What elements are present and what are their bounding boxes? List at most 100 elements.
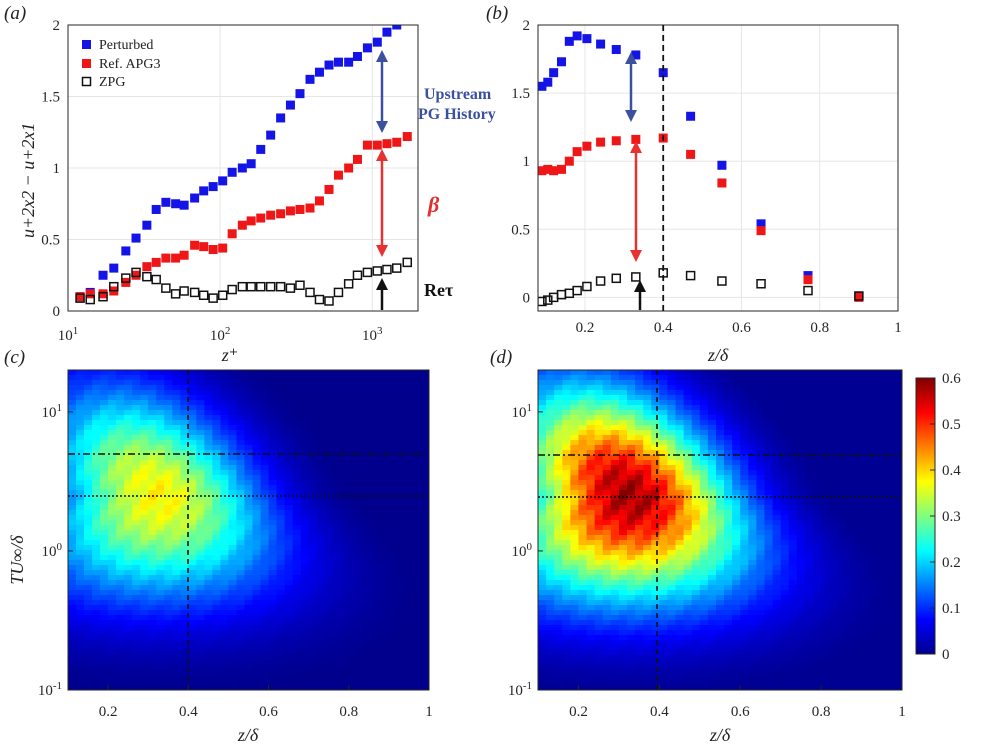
- heat-cell: [562, 385, 571, 391]
- heat-cell: [675, 485, 685, 491]
- heat-cell: [724, 425, 733, 431]
- heat-cell: [356, 610, 366, 616]
- heat-cell: [308, 395, 318, 401]
- heat-cell: [740, 450, 749, 456]
- heat-cell: [172, 660, 181, 666]
- heat-cell: [68, 685, 77, 690]
- heat-cell: [188, 625, 197, 631]
- heat-cell: [364, 430, 374, 436]
- heat-cell: [108, 420, 117, 426]
- heat-cell: [877, 525, 887, 531]
- heat-cell: [204, 610, 213, 616]
- panel-a-point-1: [256, 213, 266, 223]
- heat-cell: [100, 565, 109, 571]
- heat-cell: [300, 575, 310, 581]
- heat-cell: [220, 520, 230, 526]
- heat-cell: [420, 560, 429, 566]
- heat-cell: [348, 430, 358, 436]
- heat-cell: [68, 440, 77, 446]
- legend-apg3-marker: [82, 59, 91, 68]
- heat-cell: [780, 500, 790, 506]
- heat-cell: [748, 475, 757, 481]
- heat-cell: [837, 405, 846, 411]
- heat-cell: [68, 525, 77, 531]
- heat-cell: [340, 575, 350, 581]
- heat-cell: [212, 585, 222, 591]
- heat-cell: [586, 395, 596, 401]
- heat-cell: [788, 480, 798, 486]
- heat-cell: [837, 415, 846, 421]
- heat-cell: [148, 640, 157, 646]
- heat-cell: [332, 575, 342, 581]
- heat-cell: [893, 495, 902, 501]
- heat-cell: [348, 375, 358, 381]
- heat-cell: [156, 625, 165, 631]
- heat-cell: [196, 495, 205, 501]
- heat-cell: [699, 575, 709, 581]
- heat-cell: [356, 415, 366, 421]
- heat-cell: [76, 415, 85, 421]
- heat-cell: [893, 515, 902, 521]
- panel-a-point-0: [344, 57, 354, 67]
- heat-cell: [356, 450, 366, 456]
- heat-cell: [659, 410, 669, 416]
- heat-cell: [380, 580, 390, 586]
- heat-cell: [124, 495, 133, 501]
- heat-cell: [252, 545, 262, 551]
- heat-cell: [412, 645, 422, 651]
- heat-cell: [420, 605, 429, 611]
- heat-cell: [699, 405, 709, 411]
- heat-cell: [212, 540, 222, 546]
- heat-cell: [570, 535, 580, 541]
- heat-cell: [100, 660, 109, 666]
- heat-cell: [618, 530, 628, 536]
- heat-cell: [268, 425, 278, 431]
- heat-cell: [220, 475, 230, 481]
- heat-cell: [124, 565, 133, 571]
- heat-cell: [148, 605, 157, 611]
- heat-cell: [837, 560, 846, 566]
- heat-cell: [788, 390, 798, 396]
- heat-cell: [188, 550, 197, 556]
- heat-cell: [586, 485, 596, 491]
- heat-cell: [796, 495, 806, 501]
- heat-cell: [68, 395, 77, 401]
- heat-cell: [196, 655, 205, 661]
- heat-cell: [68, 580, 77, 586]
- heat-cell: [204, 635, 213, 641]
- heat-cell: [732, 440, 741, 446]
- heat-cell: [404, 460, 414, 466]
- heat-cell: [796, 375, 806, 381]
- heat-cell: [538, 375, 547, 381]
- heat-cell: [772, 540, 782, 546]
- heat-cell: [132, 395, 141, 401]
- heat-cell: [228, 640, 238, 646]
- heat-cell: [84, 515, 93, 521]
- heat-cell: [340, 635, 350, 641]
- heat-cell: [236, 515, 246, 521]
- heat-cell: [396, 680, 406, 686]
- heat-cell: [348, 625, 358, 631]
- heat-cell: [364, 400, 374, 406]
- heat-cell: [869, 485, 879, 491]
- heat-cell: [813, 550, 822, 556]
- heat-cell: [699, 475, 709, 481]
- heat-cell: [68, 550, 77, 556]
- heat-cell: [885, 405, 895, 411]
- heat-cell: [228, 675, 238, 681]
- heat-cell: [364, 605, 374, 611]
- heat-cell: [586, 490, 596, 496]
- heat-cell: [772, 445, 782, 451]
- heat-xtick-label: 0.6: [259, 704, 278, 720]
- heat-cell: [252, 475, 262, 481]
- heat-cell: [837, 370, 846, 376]
- heat-cell: [100, 495, 109, 501]
- heat-cell: [340, 380, 350, 386]
- heat-cell: [748, 550, 757, 556]
- heat-cell: [562, 420, 571, 426]
- heat-cell: [300, 550, 310, 556]
- heat-cell: [332, 635, 342, 641]
- heat-cell: [204, 495, 213, 501]
- heat-cell: [156, 655, 165, 661]
- heat-cell: [740, 520, 749, 526]
